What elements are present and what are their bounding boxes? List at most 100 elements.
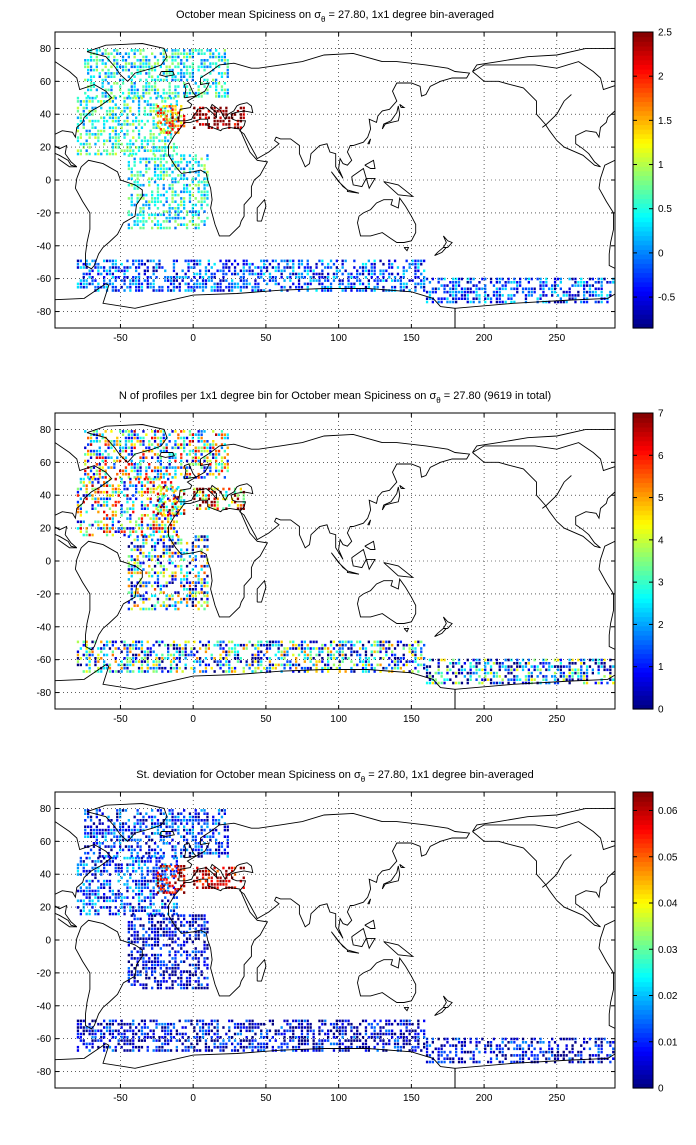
data-cell bbox=[173, 527, 175, 530]
data-cell bbox=[122, 430, 124, 433]
data-cell bbox=[150, 103, 152, 106]
data-cell bbox=[97, 501, 99, 504]
data-cell bbox=[160, 214, 162, 217]
data-cell bbox=[112, 283, 114, 286]
data-cell bbox=[429, 659, 431, 662]
data-cell bbox=[141, 641, 143, 644]
data-cell bbox=[403, 657, 405, 660]
data-cell bbox=[385, 270, 387, 273]
data-cell bbox=[103, 260, 105, 263]
data-cell bbox=[183, 437, 185, 440]
data-cell bbox=[100, 670, 102, 673]
data-cell bbox=[403, 283, 405, 286]
data-cell bbox=[281, 276, 283, 279]
data-cell bbox=[86, 657, 88, 660]
data-cell bbox=[153, 644, 155, 647]
data-cell bbox=[359, 647, 361, 650]
data-cell bbox=[391, 286, 393, 289]
data-cell bbox=[225, 279, 227, 282]
data-cell bbox=[218, 59, 220, 62]
data-cell bbox=[484, 284, 486, 287]
data-cell bbox=[195, 154, 197, 157]
data-cell bbox=[93, 440, 95, 443]
data-cell bbox=[227, 433, 229, 436]
data-cell bbox=[169, 122, 171, 125]
data-cell bbox=[206, 89, 208, 92]
data-cell bbox=[142, 822, 144, 825]
data-cell bbox=[121, 660, 123, 663]
data-cell bbox=[333, 279, 335, 282]
data-cell bbox=[106, 524, 108, 527]
data-cell bbox=[135, 478, 137, 481]
data-cell bbox=[231, 279, 233, 282]
data-cell bbox=[138, 478, 140, 481]
data-cell bbox=[281, 641, 283, 644]
data-cell bbox=[365, 266, 367, 269]
data-cell bbox=[131, 177, 133, 180]
data-cell bbox=[580, 659, 582, 662]
data-cell bbox=[151, 608, 153, 611]
data-cell bbox=[446, 669, 448, 672]
data-cell bbox=[186, 227, 188, 230]
data-cell bbox=[137, 174, 139, 177]
data-cell bbox=[153, 136, 155, 139]
data-cell bbox=[170, 289, 172, 292]
data-cell bbox=[137, 177, 139, 180]
data-cell bbox=[180, 578, 182, 581]
data-cell bbox=[115, 511, 117, 514]
data-cell bbox=[502, 678, 504, 681]
data-cell bbox=[461, 278, 463, 281]
data-cell bbox=[128, 437, 130, 440]
data-cell bbox=[222, 263, 224, 266]
data-cell bbox=[209, 443, 211, 446]
data-cell bbox=[161, 641, 163, 644]
data-cell bbox=[147, 670, 149, 673]
data-cell bbox=[333, 647, 335, 650]
data-cell bbox=[134, 85, 136, 88]
data-cell bbox=[566, 678, 568, 681]
data-cell bbox=[137, 595, 139, 598]
data-cell bbox=[177, 95, 179, 98]
colorbar-swatch bbox=[633, 672, 653, 677]
data-cell bbox=[560, 675, 562, 678]
data-cell bbox=[231, 286, 233, 289]
data-cell bbox=[243, 266, 245, 269]
data-cell bbox=[107, 826, 109, 829]
data-cell bbox=[560, 669, 562, 672]
data-cell bbox=[179, 654, 181, 657]
data-cell bbox=[249, 270, 251, 273]
data-cell bbox=[205, 286, 207, 289]
data-cell bbox=[327, 266, 329, 269]
data-cell bbox=[115, 286, 117, 289]
data-cell bbox=[166, 131, 168, 134]
data-cell bbox=[441, 675, 443, 678]
data-cell bbox=[209, 460, 211, 463]
data-cell bbox=[122, 447, 124, 450]
data-cell bbox=[560, 297, 562, 300]
data-cell bbox=[269, 644, 271, 647]
colorbar-swatch bbox=[633, 125, 653, 130]
data-cell bbox=[110, 72, 112, 75]
data-cell bbox=[551, 284, 553, 287]
data-cell bbox=[499, 301, 501, 304]
data-cell bbox=[83, 100, 85, 103]
data-cell bbox=[151, 227, 153, 230]
data-cell bbox=[131, 575, 133, 578]
data-cell bbox=[123, 667, 125, 670]
data-cell bbox=[125, 62, 127, 65]
data-cell bbox=[129, 123, 131, 126]
data-cell bbox=[377, 641, 379, 644]
data-cell bbox=[170, 276, 172, 279]
data-cell bbox=[131, 194, 133, 197]
data-cell bbox=[209, 49, 211, 52]
data-cell bbox=[217, 110, 219, 113]
data-cell bbox=[115, 266, 117, 269]
data-cell bbox=[199, 507, 201, 510]
data-cell bbox=[169, 187, 171, 190]
data-cell bbox=[112, 524, 114, 527]
data-cell bbox=[100, 153, 102, 156]
data-cell bbox=[151, 194, 153, 197]
data-cell bbox=[243, 260, 245, 263]
data-cell bbox=[89, 133, 91, 136]
